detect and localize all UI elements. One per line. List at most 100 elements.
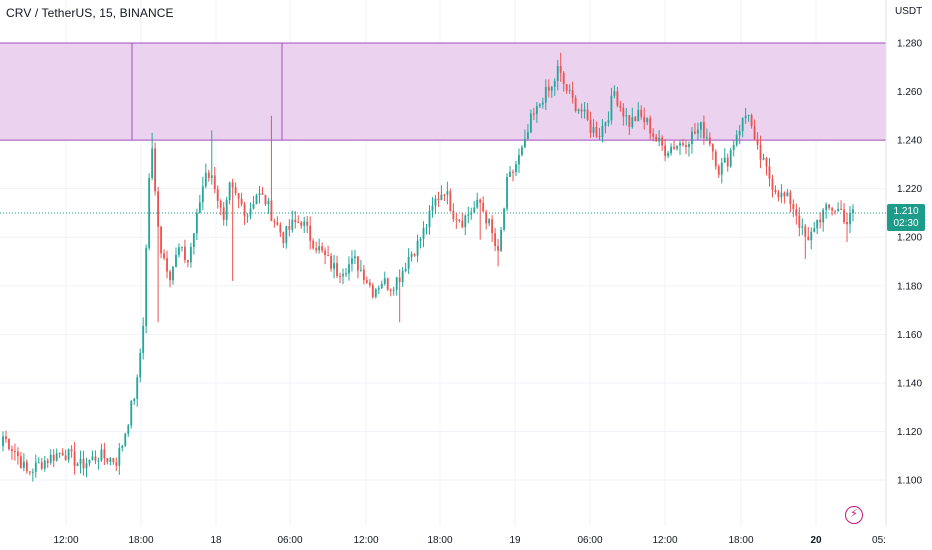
candle-body <box>172 266 174 281</box>
candle-body <box>780 192 783 198</box>
candle-body <box>40 462 43 469</box>
candle-body <box>810 231 813 241</box>
candle-body <box>699 122 702 130</box>
candle-body <box>282 232 285 244</box>
candle-body <box>413 253 416 256</box>
candle-body <box>655 136 658 142</box>
candle-body <box>201 186 204 203</box>
y-tick-label: 1.180 <box>897 281 922 292</box>
candle-body <box>354 256 356 259</box>
candle-body <box>798 215 801 228</box>
candle-body <box>819 219 822 223</box>
candle-body <box>139 352 142 378</box>
candle-body <box>488 219 491 224</box>
candle-body <box>195 212 198 234</box>
candle-body <box>756 139 759 145</box>
candle-body <box>22 461 25 468</box>
candle-body <box>166 258 168 272</box>
candle-body <box>70 449 73 452</box>
candle-body <box>82 458 85 469</box>
candle-body <box>351 258 353 265</box>
candle-body <box>240 198 243 205</box>
candle-body <box>258 193 261 196</box>
candle-body <box>136 377 139 399</box>
candle-body <box>249 208 252 216</box>
candle-body <box>682 143 684 146</box>
candle-body <box>76 463 79 467</box>
candle-body <box>88 459 91 464</box>
candle-body <box>148 177 151 248</box>
candle-body <box>237 193 240 199</box>
candle-body <box>175 254 177 267</box>
candle-body <box>118 448 121 466</box>
candle-body <box>738 131 741 136</box>
candle-body <box>437 198 440 201</box>
candle-body <box>276 222 279 225</box>
candle-body <box>521 147 523 155</box>
candle-body <box>204 172 207 187</box>
lightning-icon[interactable]: ⚡︎ <box>845 506 863 524</box>
candle-body <box>604 122 607 126</box>
candle-body <box>124 433 127 446</box>
candle-body <box>383 278 386 284</box>
candle-body <box>189 246 192 263</box>
candle-body <box>401 270 404 283</box>
candle-body <box>273 220 276 223</box>
candle-body <box>43 460 46 469</box>
candle-body <box>46 460 49 463</box>
candle-body <box>807 236 810 241</box>
candle-body <box>652 133 655 137</box>
x-tick-label: 18:00 <box>728 535 753 546</box>
candle-body <box>852 209 854 214</box>
candle-body <box>348 264 350 274</box>
candle-body <box>285 226 288 244</box>
candle-body <box>750 114 753 127</box>
candle-body <box>559 66 562 73</box>
candle-body <box>494 233 497 247</box>
candle-body <box>506 177 508 209</box>
candle-body <box>544 87 547 103</box>
last-price-badge: 1.210 02:30 <box>887 204 925 231</box>
candle-body <box>85 463 88 469</box>
candle-body <box>371 285 374 297</box>
candle-body <box>356 256 359 271</box>
candle-body <box>491 219 494 234</box>
candle-body <box>765 157 768 167</box>
candle-body <box>270 200 273 221</box>
candle-body <box>198 202 201 213</box>
candle-body <box>729 150 732 167</box>
y-tick-label: 1.140 <box>897 378 922 389</box>
candle-body <box>568 90 571 92</box>
x-tick-label: 05: <box>872 535 886 546</box>
y-tick-label: 1.220 <box>897 184 922 195</box>
candle-body <box>550 86 553 91</box>
candle-body <box>169 271 171 281</box>
candle-body <box>321 246 324 251</box>
candle-body <box>646 118 649 123</box>
candle-body <box>831 208 834 211</box>
candle-body <box>380 283 383 289</box>
y-tick-label: 1.200 <box>897 233 922 244</box>
x-tick-label: 12:00 <box>652 535 677 546</box>
candle-body <box>377 288 380 290</box>
candle-body <box>625 115 628 117</box>
candle-body <box>804 226 807 237</box>
candle-body <box>688 144 690 147</box>
candle-body <box>154 148 157 192</box>
candle-body <box>497 246 500 251</box>
candle-body <box>828 204 831 209</box>
candle-body <box>395 277 398 290</box>
candle-body <box>342 274 344 277</box>
symbol-title[interactable]: CRV / TetherUS, 15, BINANCE <box>6 6 174 20</box>
currency-unit-label: USDT <box>895 6 923 17</box>
candle-body <box>547 87 550 91</box>
candle-body <box>184 246 186 261</box>
candle-body <box>753 126 756 140</box>
candle-body <box>535 106 538 114</box>
candle-body <box>294 219 297 223</box>
candle-body <box>616 91 619 106</box>
candle-body <box>762 157 765 160</box>
bar-countdown: 02:30 <box>893 218 919 229</box>
candle-body <box>661 137 664 146</box>
